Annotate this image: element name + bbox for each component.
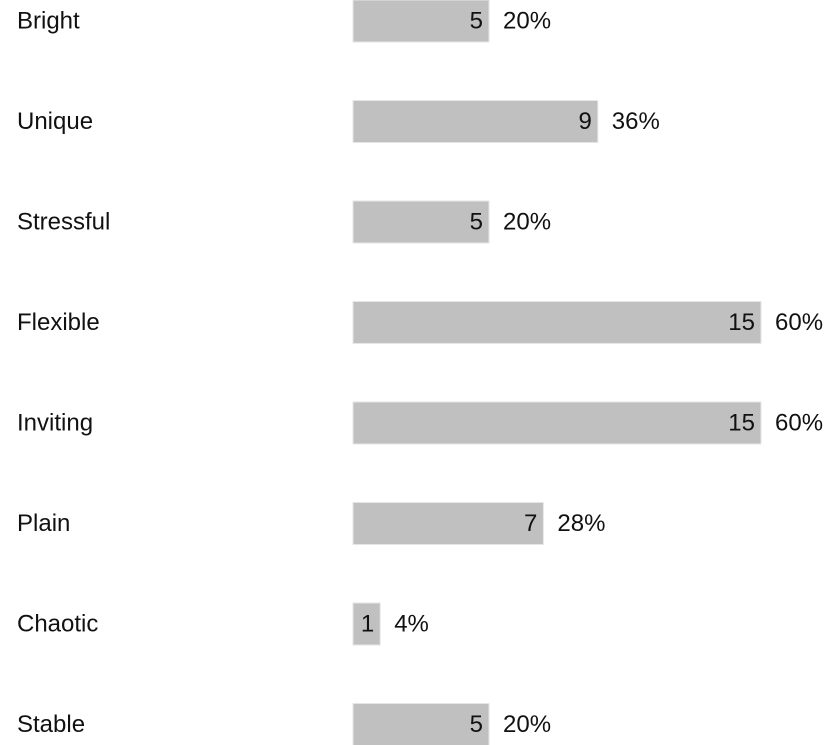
bar-row-inviting: Inviting 15 60% [17,401,823,445]
bar [352,0,490,43]
percent-label: 4% [394,610,429,637]
bar [352,301,762,344]
category-label: Stable [17,711,85,738]
category-label: Unique [17,108,93,135]
count-label: 5 [470,711,483,738]
count-label: 15 [728,409,755,436]
count-label: 7 [524,510,537,537]
count-label: 9 [578,108,591,135]
percent-label: 20% [503,711,551,738]
bar-row-plain: Plain 7 28% [17,502,605,545]
bar [352,200,490,244]
percent-label: 28% [557,510,605,537]
category-label: Chaotic [17,610,98,637]
percent-label: 20% [503,208,551,235]
percent-label: 60% [775,409,823,436]
bar-row-chaotic: Chaotic 1 4% [17,602,429,646]
percent-label: 60% [775,309,823,336]
category-label: Bright [17,7,80,34]
count-label: 5 [470,208,483,235]
count-label: 5 [470,7,483,34]
count-label: 1 [361,610,374,637]
count-label: 15 [728,309,755,336]
category-label: Flexible [17,309,100,336]
bar-row-bright: Bright 5 20% [17,0,551,43]
bar-row-flexible: Flexible 15 60% [17,301,823,344]
bar [352,502,544,545]
bar [352,703,490,745]
category-label: Inviting [17,409,93,436]
bar [352,602,381,646]
category-label: Stressful [17,208,110,235]
bar [352,100,599,143]
category-label: Plain [17,510,70,537]
percent-label: 36% [612,108,660,135]
bar-row-stable: Stable 5 20% [17,703,551,745]
bar [352,401,762,445]
bar-row-unique: Unique 9 36% [17,100,660,143]
percent-label: 20% [503,7,551,34]
bar-row-stressful: Stressful 5 20% [17,200,551,244]
